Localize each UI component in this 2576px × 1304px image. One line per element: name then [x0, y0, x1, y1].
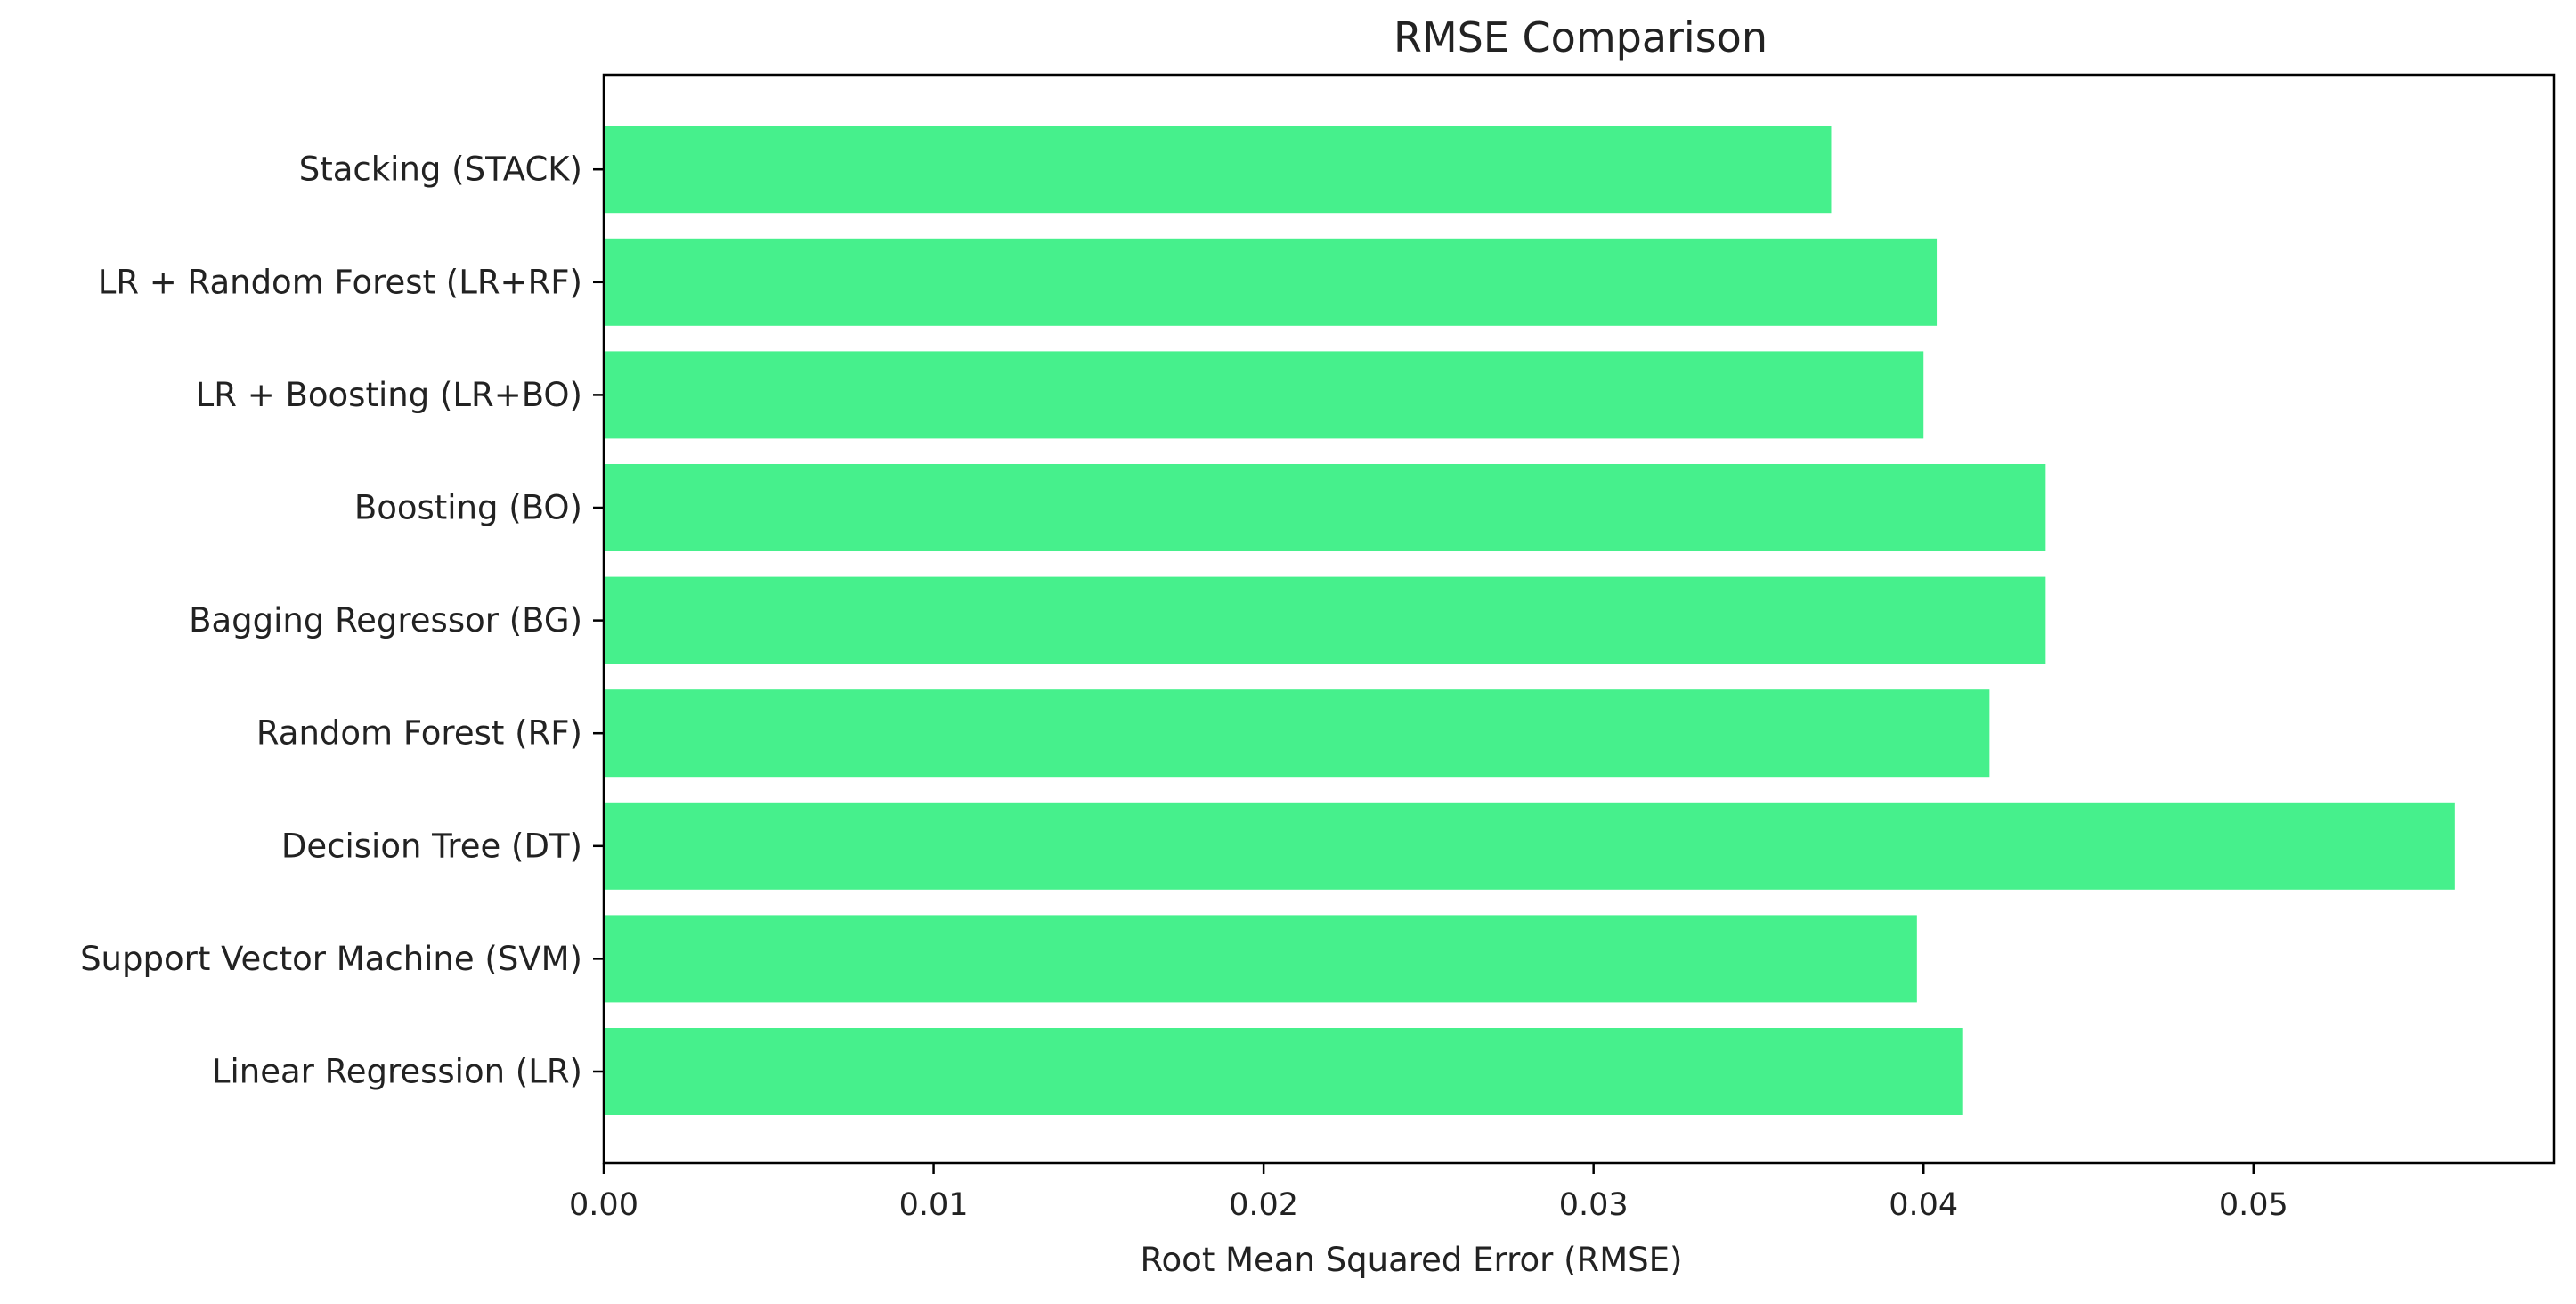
bars-layer [604, 126, 2455, 1115]
x-tick-label: 0.00 [569, 1187, 638, 1223]
y-tick-label: Support Vector Machine (SVM) [80, 940, 582, 978]
y-tick-label: Decision Tree (DT) [281, 827, 582, 865]
x-axis-label: Root Mean Squared Error (RMSE) [1141, 1241, 1683, 1279]
chart-title: RMSE Comparison [1394, 13, 1767, 61]
y-tick-label: LR + Boosting (LR+BO) [196, 376, 582, 414]
bar-0 [604, 1028, 1963, 1115]
bar-1 [604, 915, 1917, 1003]
y-tick-label: Bagging Regressor (BG) [189, 601, 582, 640]
y-tick-label: Stacking (STACK) [299, 151, 582, 189]
y-tick-label: Linear Regression (LR) [212, 1053, 582, 1091]
y-axis: Linear Regression (LR) Support Vector Mac… [80, 151, 604, 1091]
x-axis: 0.00 0.01 0.02 0.03 0.04 0.05 [569, 1163, 2288, 1223]
bar-2 [604, 802, 2455, 890]
bar-3 [604, 689, 1990, 778]
bar-5 [604, 464, 2046, 551]
x-tick-label: 0.02 [1229, 1187, 1298, 1223]
plot-frame [602, 73, 2556, 1165]
bar-7 [604, 238, 1938, 326]
x-tick-label: 0.01 [899, 1187, 969, 1223]
bar-4 [604, 576, 2046, 664]
x-tick-label: 0.04 [1889, 1187, 1958, 1223]
x-tick-label: 0.03 [1559, 1187, 1629, 1223]
x-tick-label: 0.05 [2219, 1187, 2288, 1223]
y-tick-label: Boosting (BO) [354, 489, 582, 527]
bar-6 [604, 351, 1924, 439]
y-tick-label: LR + Random Forest (LR+RF) [98, 263, 582, 301]
bar-8 [604, 126, 1832, 214]
y-tick-label: Random Forest (RF) [256, 714, 582, 753]
